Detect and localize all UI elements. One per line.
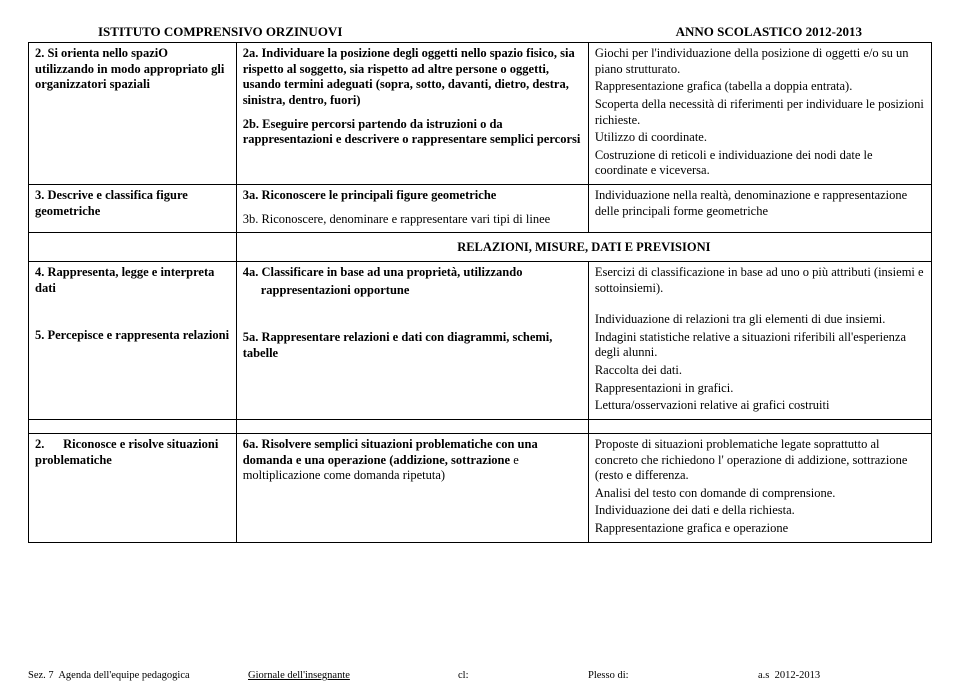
footer-section: Sez. 7 Agenda dell'equipe pedagogica bbox=[28, 670, 248, 681]
skill-text: 4a. Classificare in base ad una propriet… bbox=[243, 265, 582, 281]
cell-objective: 3. Descrive e classifica figure geometri… bbox=[29, 185, 237, 233]
cell-empty bbox=[29, 419, 237, 433]
content-line: Esercizi di classificazione in base ad u… bbox=[595, 265, 925, 296]
table-row bbox=[29, 419, 932, 433]
cell-empty bbox=[29, 233, 237, 262]
section-title: RELAZIONI, MISURE, DATI E PREVISIONI bbox=[243, 236, 925, 258]
header-left: ISTITUTO COMPRENSIVO ORZINUOVI bbox=[98, 24, 342, 40]
cell-objective: 4. Rappresenta, legge e interpreta dati … bbox=[29, 261, 237, 419]
objective-text: 2. Riconosce e risolve situazioni proble… bbox=[35, 437, 230, 468]
footer-year: a.s 2012-2013 bbox=[758, 670, 932, 681]
cell-empty bbox=[236, 419, 588, 433]
skill-text: 5a. Rappresentare relazioni e dati con d… bbox=[243, 330, 582, 361]
cell-objective: 2. Si orienta nello spaziO utilizzando i… bbox=[29, 43, 237, 185]
skill-text: 6a. Risolvere semplici situazioni proble… bbox=[243, 437, 582, 484]
footer-journal: Giornale dell'insegnante bbox=[248, 670, 458, 681]
content-line: Rappresentazioni in grafici. bbox=[595, 381, 925, 397]
header-right: ANNO SCOLASTICO 2012-2013 bbox=[676, 24, 862, 40]
cell-content: Esercizi di classificazione in base ad u… bbox=[588, 261, 931, 419]
content-line: Raccolta dei dati. bbox=[595, 363, 925, 379]
cell-skills: 2a. Individuare la posizione degli ogget… bbox=[236, 43, 588, 185]
footer-class: cl: bbox=[458, 670, 588, 681]
content-line: Rappresentazione grafica (tabella a dopp… bbox=[595, 79, 925, 95]
content-line: Individuazione di relazioni tra gli elem… bbox=[595, 312, 925, 328]
skill-text: rappresentazioni opportune bbox=[243, 283, 582, 299]
content-line: Lettura/osservazioni relative ai grafici… bbox=[595, 398, 925, 414]
cell-skills: 3a. Riconoscere le principali figure geo… bbox=[236, 185, 588, 233]
content-line: Costruzione di reticoli e individuazione… bbox=[595, 148, 925, 179]
table-row: 2. Riconosce e risolve situazioni proble… bbox=[29, 433, 932, 542]
objective-text: 3. Descrive e classifica figure geometri… bbox=[35, 188, 230, 219]
objective-text: 4. Rappresenta, legge e interpreta dati bbox=[35, 265, 230, 296]
content-line: Individuazione nella realtà, denominazio… bbox=[595, 188, 925, 219]
page-header: ISTITUTO COMPRENSIVO ORZINUOVI ANNO SCOL… bbox=[28, 24, 932, 42]
content-line: Proposte di situazioni problematiche leg… bbox=[595, 437, 925, 484]
curriculum-table: 2. Si orienta nello spaziO utilizzando i… bbox=[28, 42, 932, 543]
cell-skills: 4a. Classificare in base ad una propriet… bbox=[236, 261, 588, 419]
cell-content: Individuazione nella realtà, denominazio… bbox=[588, 185, 931, 233]
page-footer: Sez. 7 Agenda dell'equipe pedagogica Gio… bbox=[28, 670, 932, 681]
content-line: Rappresentazione grafica e operazione bbox=[595, 521, 925, 537]
table-row: RELAZIONI, MISURE, DATI E PREVISIONI bbox=[29, 233, 932, 262]
content-line: Utilizzo di coordinate. bbox=[595, 130, 925, 146]
cell-skills: 6a. Risolvere semplici situazioni proble… bbox=[236, 433, 588, 542]
content-line: Giochi per l'individuazione della posizi… bbox=[595, 46, 925, 77]
cell-content: Proposte di situazioni problematiche leg… bbox=[588, 433, 931, 542]
cell-content: Giochi per l'individuazione della posizi… bbox=[588, 43, 931, 185]
content-line: Scoperta della necessità di riferimenti … bbox=[595, 97, 925, 128]
cell-objective: 2. Riconosce e risolve situazioni proble… bbox=[29, 433, 237, 542]
table-row: 3. Descrive e classifica figure geometri… bbox=[29, 185, 932, 233]
objective-text: 2. Si orienta nello spaziO utilizzando i… bbox=[35, 46, 230, 93]
skill-text: 3a. Riconoscere le principali figure geo… bbox=[243, 188, 582, 204]
content-line: Individuazione dei dati e della richiest… bbox=[595, 503, 925, 519]
table-row: 2. Si orienta nello spaziO utilizzando i… bbox=[29, 43, 932, 185]
content-line: Analisi del testo con domande di compren… bbox=[595, 486, 925, 502]
footer-plesso: Plesso di: bbox=[588, 670, 758, 681]
cell-empty bbox=[588, 419, 931, 433]
skill-text: 3b. Riconoscere, denominare e rappresent… bbox=[243, 212, 582, 228]
content-line: Indagini statistiche relative a situazio… bbox=[595, 330, 925, 361]
skill-text: 2a. Individuare la posizione degli ogget… bbox=[243, 46, 582, 109]
table-row: 4. Rappresenta, legge e interpreta dati … bbox=[29, 261, 932, 419]
objective-text: 5. Percepisce e rappresenta relazioni bbox=[35, 328, 230, 344]
skill-text: 2b. Eseguire percorsi partendo da istruz… bbox=[243, 117, 582, 148]
